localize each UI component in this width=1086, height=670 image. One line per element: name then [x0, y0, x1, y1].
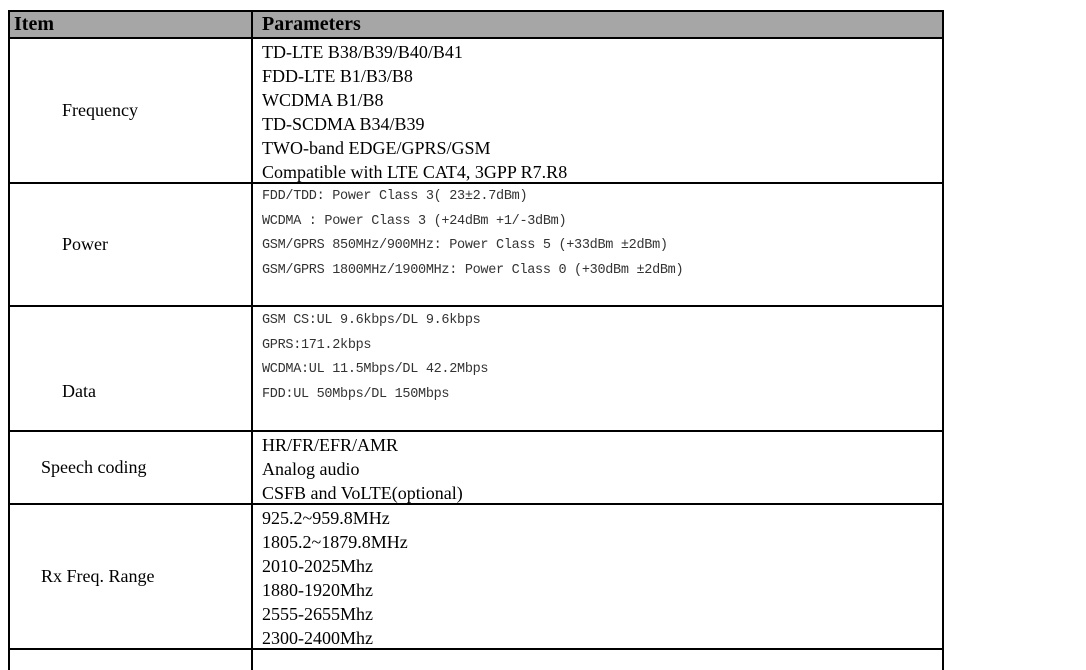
table-row-data: Data GSM CS:UL 9.6kbps/DL 9.6kbps GPRS:1… [10, 307, 942, 432]
param-line: 2010-2025Mhz [262, 556, 373, 576]
param-line: GSM/GPRS 850MHz/900MHz: Power Class 5 (+… [262, 238, 668, 253]
parameters-cell: GSM CS:UL 9.6kbps/DL 9.6kbps GPRS:171.2k… [253, 307, 942, 430]
param-line: GSM/GPRS 1800MHz/1900MHz: Power Class 0 … [262, 262, 684, 278]
param-line: WCDMA:UL 11.5Mbps/DL 42.2Mbps [262, 362, 489, 377]
param-line: 1805.2~1879.8MHz [262, 532, 408, 552]
parameters-cell: HR/FR/EFR/AMR Analog audio CSFB and VoLT… [253, 432, 942, 503]
param-line: 2300-2400Mhz [262, 628, 373, 648]
param-line: 925.2~959.8MHz [262, 508, 390, 528]
param-line: TWO-band EDGE/GPRS/GSM [262, 138, 491, 158]
param-line: 1880-1920Mhz [262, 580, 373, 600]
param-line: GPRS:171.2kbps [262, 337, 372, 353]
cutoff-cell [253, 650, 942, 670]
param-line: CSFB and VoLTE(optional) [262, 483, 463, 503]
parameters-cell: 925.2~959.8MHz 1805.2~1879.8MHz 2010-202… [253, 505, 942, 648]
spec-table: Item Parameters Frequency TD-LTE B38/B39… [8, 10, 944, 670]
table-row-speech-coding: Speech coding HR/FR/EFR/AMR Analog audio… [10, 432, 942, 505]
table-header: Item Parameters [10, 12, 942, 39]
parameters-cell: FDD/TDD: Power Class 3( 23±2.7dBm) WCDMA… [253, 184, 942, 305]
item-label: Speech coding [10, 432, 253, 503]
item-label: Power [10, 184, 253, 305]
table-row-cutoff [10, 650, 942, 670]
table-row-rx-freq-range: Rx Freq. Range 925.2~959.8MHz 1805.2~187… [10, 505, 942, 650]
param-line: FDD:UL 50Mbps/DL 150Mbps [262, 386, 450, 402]
header-parameters: Parameters [262, 13, 361, 35]
param-line: WCDMA B1/B8 [262, 90, 384, 110]
header-item: Item [10, 12, 253, 37]
item-label: Rx Freq. Range [10, 505, 253, 648]
parameters-cell: TD-LTE B38/B39/B40/B41 FDD-LTE B1/B3/B8 … [253, 39, 942, 182]
param-line: WCDMA : Power Class 3 (+24dBm +1/-3dBm) [262, 213, 567, 229]
cutoff-cell [10, 650, 253, 670]
table-row-power: Power FDD/TDD: Power Class 3( 23±2.7dBm)… [10, 184, 942, 307]
param-line: Analog audio [262, 459, 360, 479]
param-line: TD-SCDMA B34/B39 [262, 114, 425, 134]
param-line: 2555-2655Mhz [262, 604, 373, 624]
param-line: TD-LTE B38/B39/B40/B41 [262, 42, 463, 62]
table-row-frequency: Frequency TD-LTE B38/B39/B40/B41 FDD-LTE… [10, 39, 942, 184]
param-line: HR/FR/EFR/AMR [262, 435, 399, 455]
param-line: FDD-LTE B1/B3/B8 [262, 66, 413, 86]
param-line: FDD/TDD: Power Class 3( 23±2.7dBm) [262, 189, 528, 204]
item-label: Data [10, 307, 253, 430]
param-line: Compatible with LTE CAT4, 3GPP R7.R8 [262, 162, 568, 182]
item-label: Frequency [10, 39, 253, 182]
param-line: GSM CS:UL 9.6kbps/DL 9.6kbps [262, 313, 481, 328]
